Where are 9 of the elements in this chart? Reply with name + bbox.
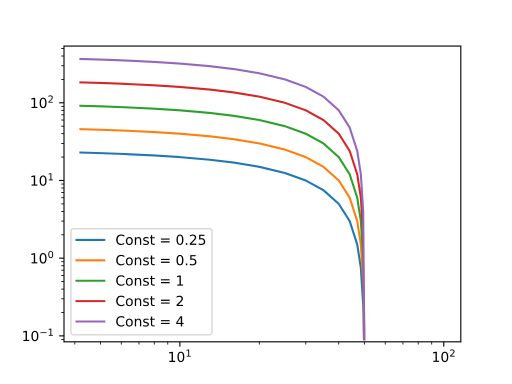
y-tick-label: 10$^{1}$ <box>31 173 53 186</box>
legend-label: Const = 0.25 <box>116 234 206 246</box>
legend-label: Const = 4 <box>116 316 184 327</box>
legend-label: Const = 2 <box>116 296 183 306</box>
y-tick-label: 10$^{2}$ <box>31 95 53 108</box>
legend-label: Const = 1 <box>116 275 184 286</box>
legend-label: Const = 0.5 <box>116 254 196 266</box>
y-tick-label: 10$^{−1}$ <box>23 328 53 342</box>
y-tick-label: 10$^{0}$ <box>31 250 54 264</box>
